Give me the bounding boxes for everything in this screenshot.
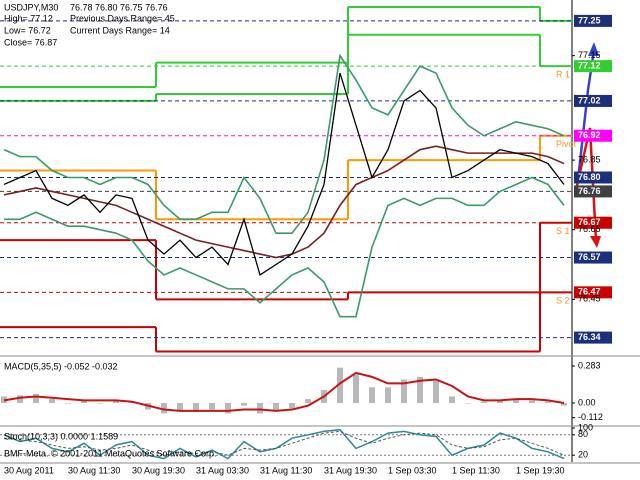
level-label-box bbox=[574, 251, 612, 264]
red-arrow bbox=[574, 127, 598, 241]
indicator-title: MACD(5,35,5) -0.052 -0.032 bbox=[4, 361, 118, 371]
series-line bbox=[4, 176, 565, 318]
info-text: Low= 76.72 bbox=[4, 25, 51, 35]
indicator-title: Stoch(10,3,3) 0.0000 1.1589 bbox=[4, 431, 118, 441]
series-line bbox=[3, 371, 565, 412]
y-tick-label: 100 bbox=[578, 422, 593, 432]
x-tick-label: 30 Aug 19:30 bbox=[132, 465, 185, 475]
x-tick-label: 31 Aug 11:30 bbox=[260, 465, 312, 475]
histogram-bar bbox=[449, 396, 455, 404]
level-label-box bbox=[574, 331, 612, 344]
histogram-bar bbox=[257, 403, 263, 414]
histogram-bar bbox=[225, 403, 231, 414]
level-label: 77.25 bbox=[578, 15, 601, 25]
histogram-bar bbox=[97, 403, 103, 404]
histogram-bar bbox=[193, 403, 199, 413]
level-label: 77.02 bbox=[578, 95, 601, 105]
histogram-bar bbox=[177, 403, 183, 411]
histogram-bar bbox=[369, 387, 375, 404]
level-label: 76.67 bbox=[578, 217, 601, 227]
level-label: 76.34 bbox=[578, 332, 601, 342]
level-name: S 2 bbox=[556, 296, 570, 306]
histogram-bar bbox=[305, 399, 311, 404]
level-label: 76.80 bbox=[578, 172, 601, 182]
red-arrowhead bbox=[590, 236, 601, 248]
x-tick-label: 30 Aug 11:30 bbox=[68, 465, 120, 475]
level-label-box bbox=[574, 171, 612, 184]
histogram-bar bbox=[401, 379, 407, 404]
x-tick-label: 30 Aug 2011 bbox=[4, 465, 54, 475]
histogram-bar bbox=[65, 403, 71, 404]
y-tick-label: 76.65 bbox=[578, 224, 601, 234]
series-line bbox=[3, 72, 565, 276]
info-text: High= 77.12 bbox=[4, 13, 53, 23]
histogram-bar bbox=[561, 403, 567, 406]
histogram-bar bbox=[385, 387, 391, 404]
y-tick-label: 76.45 bbox=[578, 294, 601, 304]
histogram-bar bbox=[273, 403, 279, 411]
y-tick-label: 20 bbox=[578, 450, 588, 460]
level-label-box bbox=[574, 286, 612, 299]
y-tick-label: 80 bbox=[578, 429, 588, 439]
x-tick-label: 1 Sep 11:30 bbox=[452, 465, 500, 475]
histogram-bar bbox=[33, 393, 39, 404]
info-text: Current Days Range= 14 bbox=[70, 25, 170, 35]
level-label: 77.12 bbox=[578, 61, 601, 71]
info-text: Close= 76.87 bbox=[4, 37, 57, 47]
blue-arrowhead bbox=[588, 42, 599, 56]
y-tick-label: 0.00 bbox=[578, 397, 596, 407]
histogram-bar bbox=[513, 399, 519, 404]
level-name: Pivot bbox=[556, 139, 577, 149]
level-label: 76.47 bbox=[578, 287, 601, 297]
y-tick-label: -0.112 bbox=[578, 412, 603, 422]
histogram-bar bbox=[241, 403, 247, 406]
level-name: S 1 bbox=[556, 226, 570, 236]
histogram-bar bbox=[497, 400, 503, 404]
histogram-bar bbox=[49, 399, 55, 404]
histogram-bar bbox=[465, 403, 471, 404]
histogram-bar bbox=[209, 403, 215, 410]
series-line bbox=[3, 430, 565, 456]
level-label-box bbox=[574, 129, 612, 142]
histogram-bar bbox=[529, 400, 535, 404]
x-tick-label: 31 Aug 19:30 bbox=[324, 465, 377, 475]
info-text: USDJPY,M30 bbox=[4, 2, 58, 12]
histogram-bar bbox=[161, 403, 167, 414]
histogram-bar bbox=[353, 374, 359, 404]
x-tick-label: 31 Aug 03:30 bbox=[196, 465, 249, 475]
histogram-bar bbox=[417, 376, 423, 404]
histogram-bar bbox=[545, 401, 551, 404]
level-label: 76.57 bbox=[578, 252, 601, 262]
info-text: 76.78 76.80 76.75 76.76 bbox=[70, 2, 168, 12]
histogram-bar bbox=[337, 367, 343, 404]
copyright: BMF-Meta. © 2001-2011 MetaQuotes Softwar… bbox=[4, 448, 217, 458]
level-label-box bbox=[574, 14, 612, 27]
histogram-bar bbox=[113, 400, 119, 404]
level-label-box bbox=[574, 60, 612, 73]
y-tick-label: 77.15 bbox=[578, 50, 601, 60]
x-tick-label: 1 Sep 19:30 bbox=[516, 465, 565, 475]
histogram-bar bbox=[289, 403, 295, 409]
series-line bbox=[3, 145, 565, 259]
histogram-bar bbox=[17, 395, 23, 404]
x-tick-label: 1 Sep 03:30 bbox=[388, 465, 437, 475]
histogram-bar bbox=[481, 401, 487, 404]
info-text: Previous Days Range= 45 bbox=[70, 13, 175, 23]
level-name: R 1 bbox=[556, 70, 570, 80]
level-label: 76.76 bbox=[578, 186, 601, 196]
y-tick-label: 0.283 bbox=[578, 360, 601, 370]
level-label-box bbox=[574, 94, 612, 107]
histogram-bar bbox=[433, 380, 439, 404]
level-label-box bbox=[574, 216, 612, 229]
y-tick-label: 76.85 bbox=[578, 154, 601, 164]
level-label-box bbox=[574, 185, 612, 198]
series-line bbox=[3, 53, 565, 234]
level-label: 76.92 bbox=[578, 130, 601, 140]
histogram-bar bbox=[81, 400, 87, 404]
